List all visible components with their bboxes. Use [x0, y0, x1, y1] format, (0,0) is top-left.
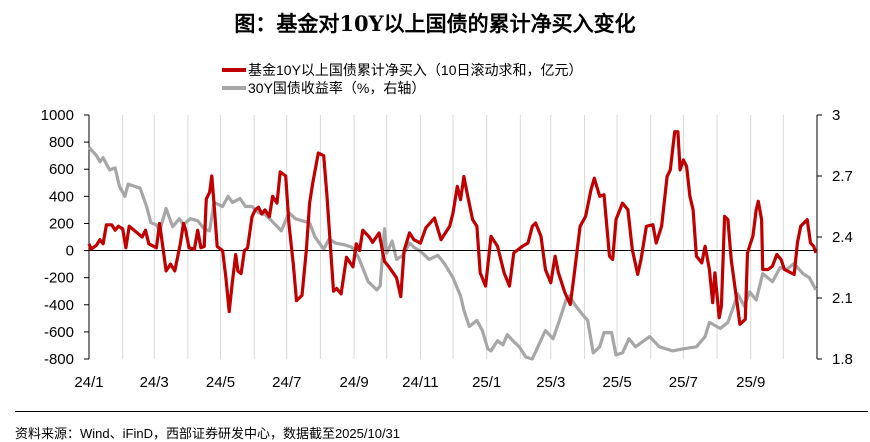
- left-axis-tick-label: -400: [44, 297, 74, 314]
- legend-swatch-gray: [222, 86, 246, 90]
- legend-label-yield: 30Y国债收益率（%，右轴）: [248, 80, 426, 96]
- right-axis-tick-label: 2.1: [832, 290, 853, 307]
- legend-item-yield: 30Y国债收益率（%，右轴）: [222, 78, 425, 98]
- x-axis-tick-label: 25/5: [602, 374, 631, 391]
- legend-item-net-buy: 基金10Y以上国债累计净买入（10日滚动求和，亿元）: [222, 60, 582, 80]
- chart-title: 图：基金对10Y以上国债的累计净买入变化: [234, 11, 636, 36]
- x-axis-tick-label: 24/11: [402, 374, 438, 391]
- x-axis-tick-label: 25/1: [472, 374, 501, 391]
- x-axis-tick-label: 24/1: [74, 374, 103, 391]
- right-axis-tick-label: 1.8: [832, 351, 853, 368]
- series-line-net-buy: [87, 130, 818, 326]
- x-axis-tick-label: 24/7: [272, 374, 301, 391]
- legend-swatch-red: [222, 68, 246, 72]
- left-axis-tick-label: 600: [49, 161, 74, 178]
- right-axis-tick-label: 2.4: [832, 229, 853, 246]
- footer-divider: [15, 411, 868, 412]
- left-axis-tick-label: -600: [44, 324, 74, 341]
- right-axis-tick-label: 2.7: [832, 168, 853, 185]
- x-axis-tick-label: 25/7: [669, 374, 698, 391]
- x-axis-tick-label: 24/9: [340, 374, 369, 391]
- series-line-30y-yield: [87, 146, 818, 361]
- x-axis-tick-label: 24/5: [206, 374, 235, 391]
- x-axis-tick-label: 24/3: [140, 374, 169, 391]
- left-axis-tick-label: -800: [44, 351, 74, 368]
- left-axis-tick-label: 800: [49, 134, 74, 151]
- x-axis-tick-label: 25/9: [736, 374, 765, 391]
- left-axis-tick-label: 0: [66, 243, 74, 260]
- right-axis-tick-label: 3: [832, 107, 840, 124]
- left-axis-tick-label: 1000: [41, 107, 74, 124]
- left-axis-tick-label: 400: [49, 188, 74, 205]
- left-axis-tick-label: -200: [44, 270, 74, 287]
- left-axis-tick-label: 200: [49, 215, 74, 232]
- x-axis-tick-label: 25/3: [536, 374, 565, 391]
- source-note: 资料来源：Wind、iFinD，西部证券研发中心，数据截至2025/10/31: [15, 426, 401, 441]
- legend-label-net-buy: 基金10Y以上国债累计净买入（10日滚动求和，亿元）: [248, 62, 583, 78]
